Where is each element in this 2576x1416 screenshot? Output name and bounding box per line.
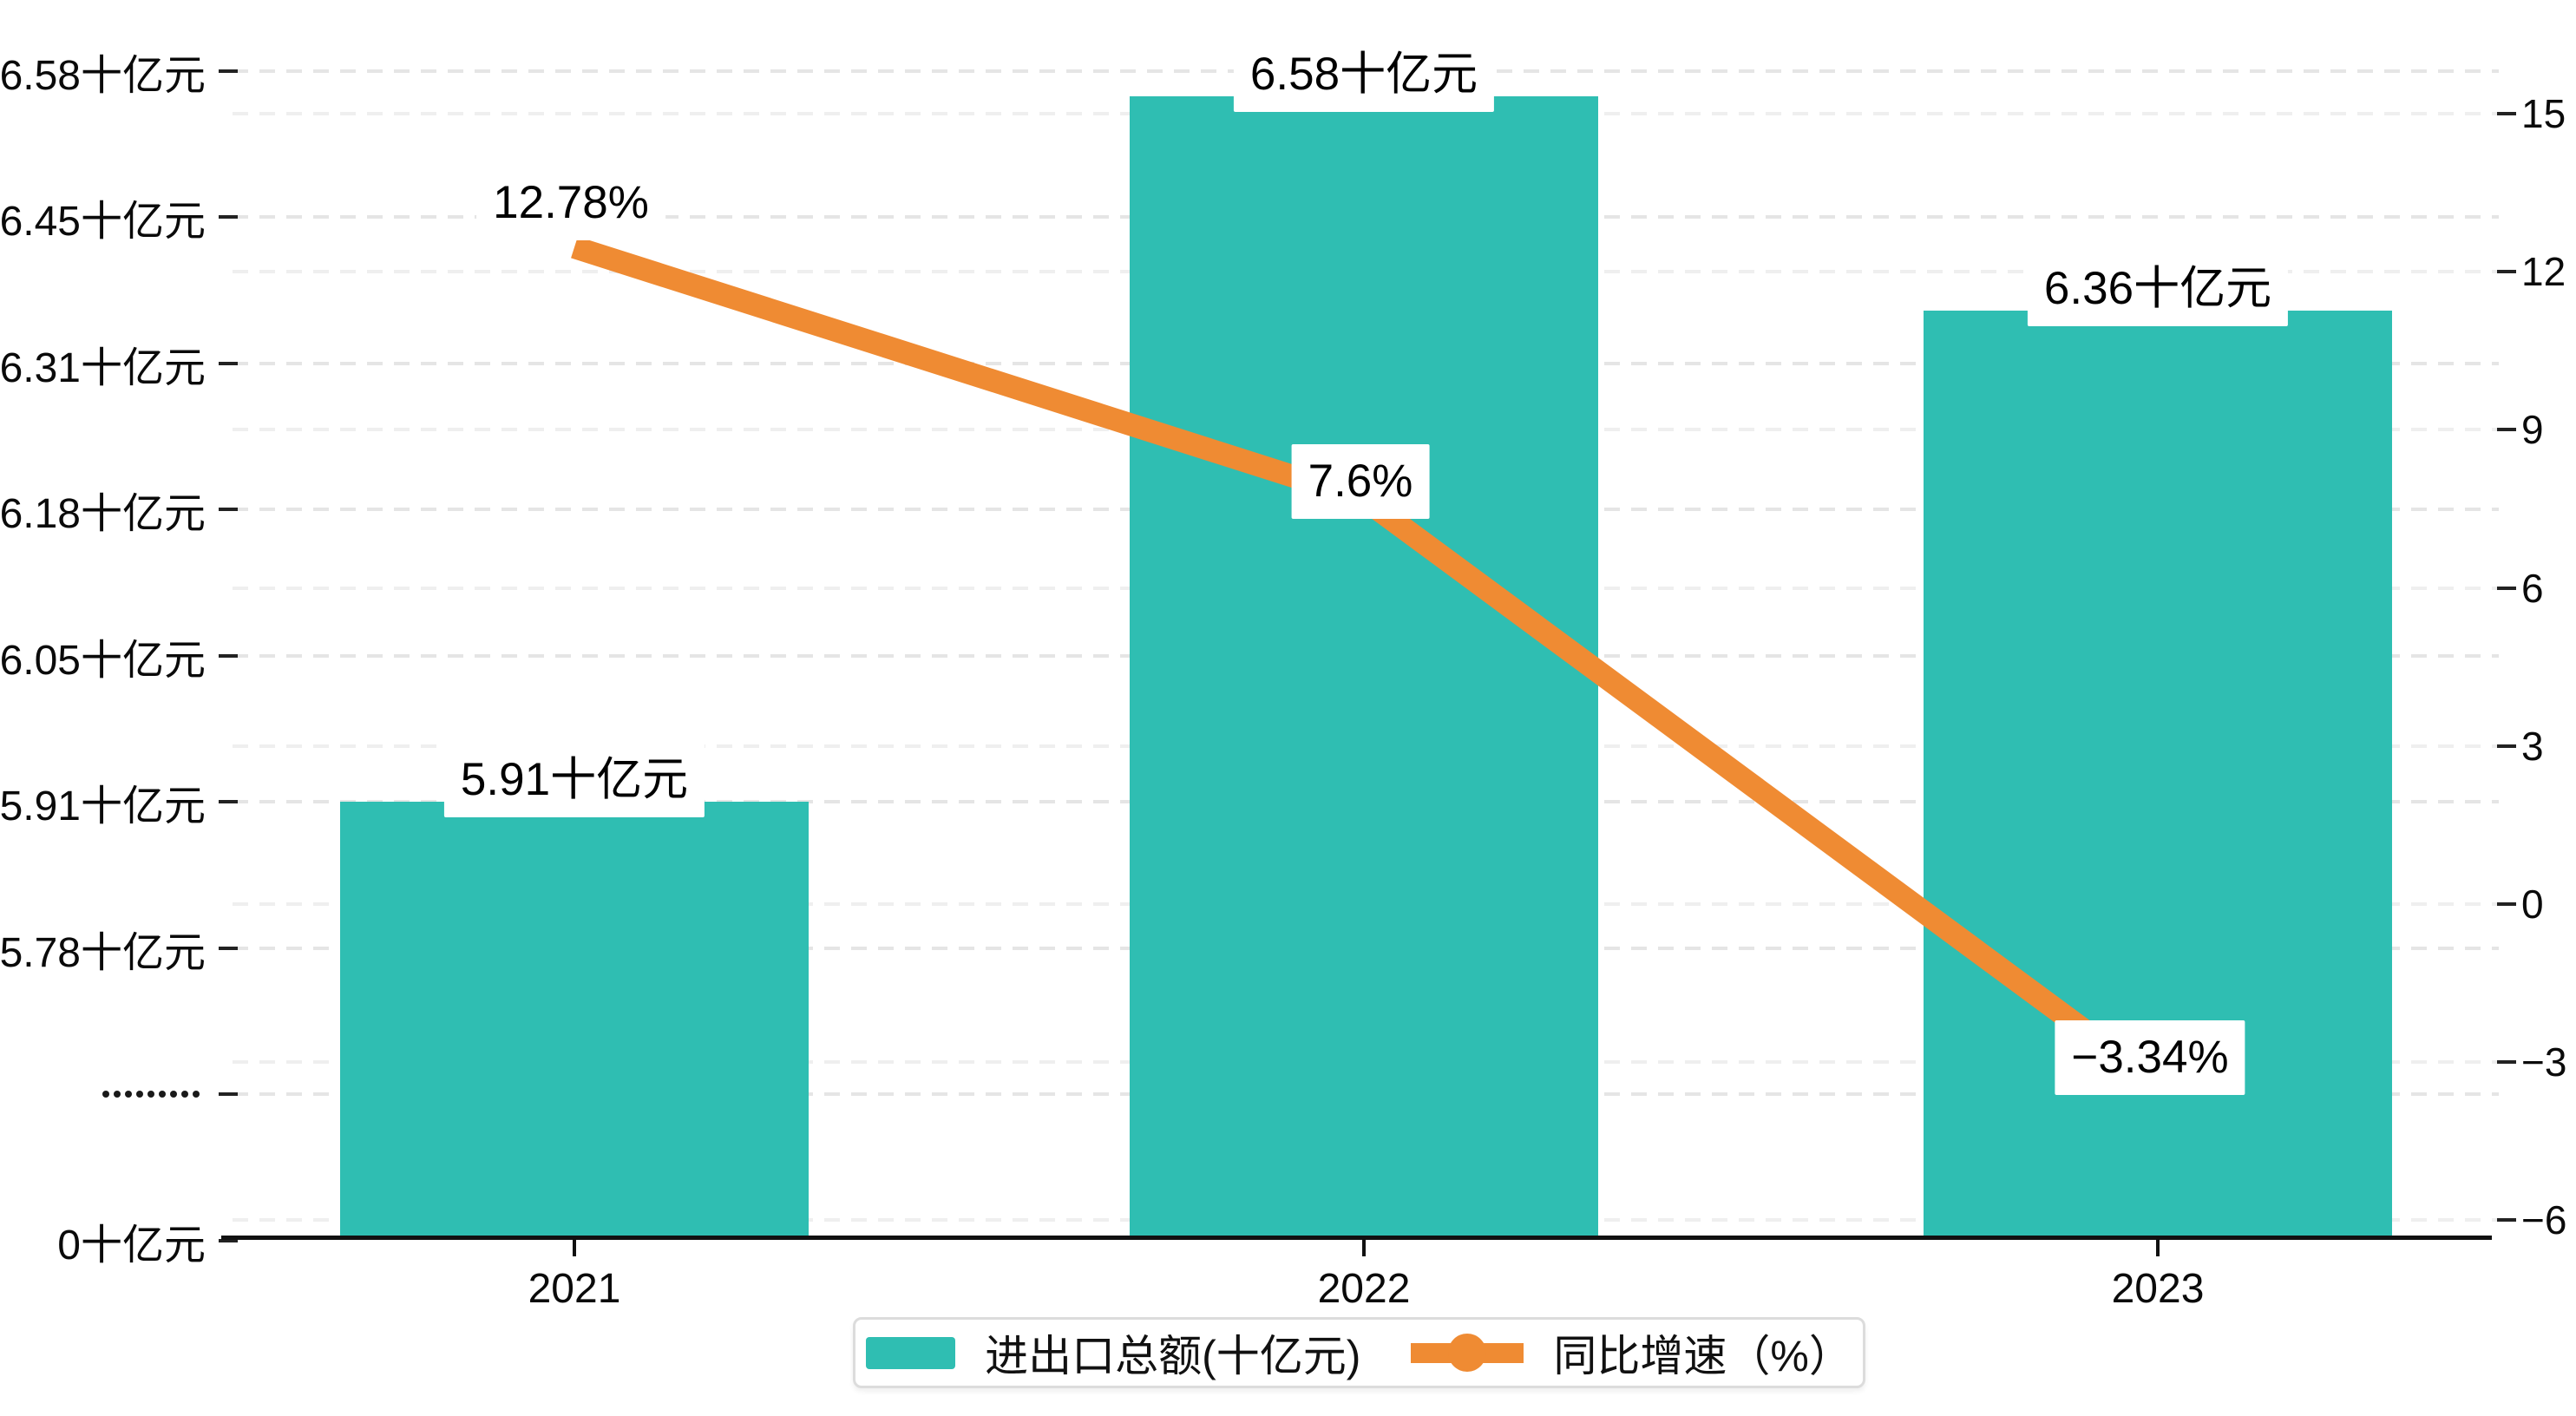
legend-bar-label: 进出口总额(十亿元) <box>985 1332 1361 1380</box>
x-tick-2023 <box>2156 1237 2160 1256</box>
x-tick-2022 <box>1362 1237 1366 1256</box>
x-label-2022: 2022 <box>1317 1266 1411 1312</box>
line-series-marker <box>1411 1332 1524 1373</box>
y-left-label-6: 5.78十亿元 <box>0 930 206 976</box>
x-axis-line <box>221 1236 2492 1240</box>
x-tick-2021 <box>573 1237 576 1256</box>
y-right-tick-7 <box>2497 1218 2516 1222</box>
y-right-label-0: 15 <box>2521 91 2566 136</box>
legend: 进出口总额(十亿元) 同比增速（%） <box>853 1317 1865 1388</box>
y-left-tick-8 <box>219 1239 238 1242</box>
y-left-tick-6 <box>219 947 238 950</box>
y-right-tick-5 <box>2497 902 2516 906</box>
y-right-label-1: 12 <box>2521 249 2566 294</box>
legend-item-bar[interactable]: 进出口总额(十亿元) <box>866 1321 1360 1384</box>
growth-line[interactable] <box>571 236 2165 1094</box>
bar-value-label-2023: 6.36十亿元 <box>2027 252 2289 326</box>
y-right-tick-6 <box>2497 1060 2516 1064</box>
y-right-tick-2 <box>2497 428 2516 431</box>
y-left-tick-4 <box>219 654 238 658</box>
y-left-label-3: 6.18十亿元 <box>0 491 206 537</box>
bar-2022[interactable] <box>1130 96 1598 1237</box>
y-right-label-4: 3 <box>2521 724 2544 769</box>
y-right-tick-3 <box>2497 587 2516 590</box>
bar-value-label-2021: 5.91十亿元 <box>443 743 705 817</box>
y-right-label-7: −6 <box>2521 1197 2567 1242</box>
bar-series-swatch <box>866 1336 956 1369</box>
y-left-tick-0 <box>219 69 238 73</box>
line-value-label-2021: 12.78% <box>476 166 665 240</box>
y-left-tick-5 <box>219 800 238 803</box>
y-left-tick-7 <box>219 1092 238 1096</box>
line-value-label-2023: −3.34% <box>2055 1020 2245 1095</box>
y-right-tick-0 <box>2497 112 2516 115</box>
y-right-tick-4 <box>2497 744 2516 748</box>
y-right-label-2: 9 <box>2521 407 2544 452</box>
bar-2021[interactable] <box>340 802 809 1237</box>
line-marker-dot-icon <box>1448 1334 1487 1372</box>
axis-break-dots <box>102 1091 200 1098</box>
y-left-tick-2 <box>219 362 238 365</box>
y-left-tick-3 <box>219 508 238 511</box>
y-left-label-1: 6.45十亿元 <box>0 199 206 245</box>
x-label-2023: 2023 <box>2111 1266 2205 1312</box>
y-right-label-6: −3 <box>2521 1039 2567 1085</box>
y-left-label-2: 6.31十亿元 <box>0 345 206 391</box>
y-right-label-3: 6 <box>2521 566 2544 611</box>
legend-line-label: 同比增速（%） <box>1553 1332 1852 1380</box>
y-left-label-4: 6.05十亿元 <box>0 638 206 684</box>
legend-item-line[interactable]: 同比增速（%） <box>1411 1321 1852 1384</box>
y-left-label-8: 0十亿元 <box>57 1223 206 1268</box>
y-right-tick-1 <box>2497 270 2516 273</box>
bar-value-label-2022: 6.58十亿元 <box>1233 37 1495 112</box>
y-right-label-5: 0 <box>2521 882 2544 927</box>
y-left-tick-1 <box>219 215 238 219</box>
line-value-label-2022: 7.6% <box>1291 444 1430 519</box>
x-label-2021: 2021 <box>528 1266 621 1312</box>
y-left-label-5: 5.91十亿元 <box>0 783 206 829</box>
y-left-label-0: 6.58十亿元 <box>0 53 206 99</box>
